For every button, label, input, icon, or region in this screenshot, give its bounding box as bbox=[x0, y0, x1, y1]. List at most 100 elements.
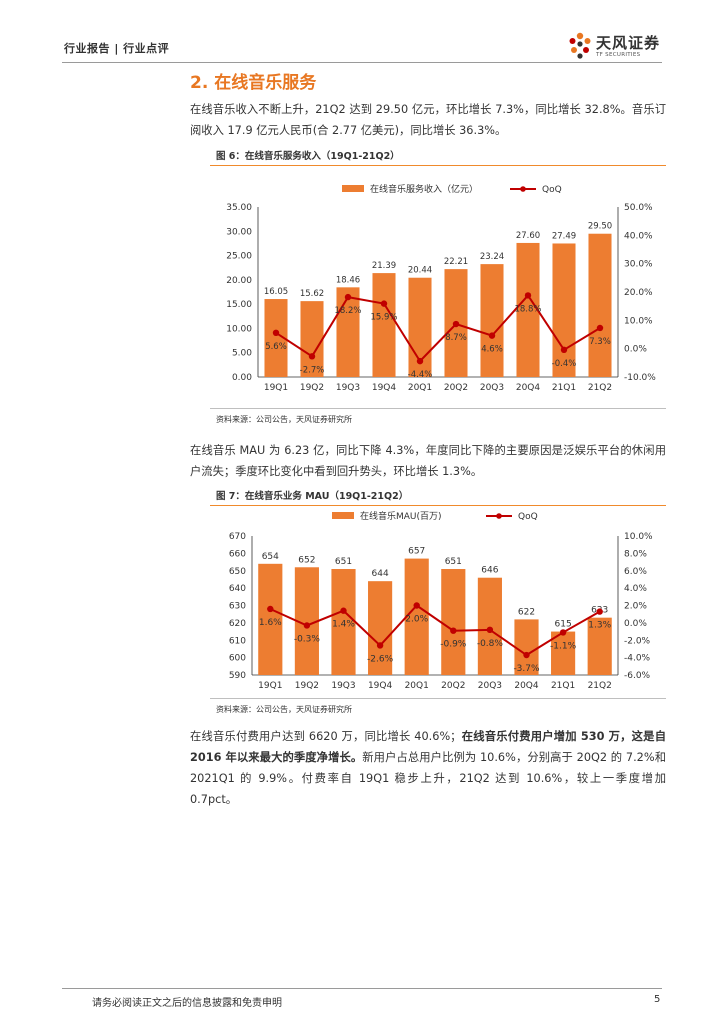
fig7-category-label: 21Q1 bbox=[551, 681, 575, 691]
footer-disclaimer: 请务必阅读正文之后的信息披露和免责申明 bbox=[92, 998, 282, 1009]
header-divider bbox=[62, 62, 662, 63]
figure7-bottom-rule bbox=[210, 698, 666, 699]
fig6-legend-line-label: QoQ bbox=[542, 185, 562, 195]
fig7-category-label: 20Q2 bbox=[441, 681, 465, 691]
fig7-left-tick: 650 bbox=[229, 567, 246, 577]
fig7-left-tick: 610 bbox=[229, 636, 246, 646]
fig6-left-tick: 10.00 bbox=[226, 324, 252, 334]
section-title: 2. 在线音乐服务 bbox=[190, 73, 317, 93]
fig7-bar bbox=[477, 577, 502, 675]
fig6-qoq-point bbox=[416, 357, 424, 365]
fig6-qoq-point bbox=[560, 346, 568, 353]
fig6-left-tick: 35.00 bbox=[226, 203, 252, 213]
paragraph-paid-users-highlight: 在线音乐付费用户增加 530 万，这是自 2016 年以来最大的季度净增长。 bbox=[190, 730, 666, 764]
fig7-qoq-label: 1.6% bbox=[259, 618, 282, 628]
fig6-bar-label: 15.62 bbox=[300, 289, 324, 299]
fig7-qoq-label: -0.8% bbox=[477, 639, 504, 649]
fig6-qoq-label: 15.9% bbox=[370, 313, 397, 323]
fig7-bar bbox=[551, 631, 576, 675]
fig7-qoq-point bbox=[413, 602, 420, 609]
fig7-bar bbox=[331, 569, 356, 675]
fig7-qoq-label: 1.4% bbox=[332, 620, 355, 630]
fig7-right-tick: 6.0% bbox=[624, 567, 647, 577]
fig7-bar-label: 644 bbox=[372, 569, 389, 579]
fig7-qoq-point bbox=[523, 651, 530, 659]
fig7-qoq-label: -3.7% bbox=[513, 664, 540, 674]
fig7-qoq-point bbox=[340, 607, 347, 614]
fig6-bar bbox=[372, 273, 396, 377]
fig6-right-tick: 10.0% bbox=[624, 316, 653, 326]
fig6-qoq-label: -2.7% bbox=[300, 365, 325, 375]
fig6-bar bbox=[552, 243, 576, 377]
fig7-bar-label: 622 bbox=[518, 607, 535, 617]
fig7-qoq-line bbox=[269, 604, 601, 657]
fig7-legend-bar-label: 在线音乐MAU(百万) bbox=[360, 510, 442, 522]
fig6-bar bbox=[264, 299, 288, 377]
fig7-qoq-label: -2.6% bbox=[367, 654, 394, 664]
fig7-qoq-point bbox=[486, 626, 494, 634]
fig7-qoq-label: 2.0% bbox=[405, 615, 428, 625]
fig7-category-label: 19Q4 bbox=[368, 681, 393, 691]
fig7-category-label: 19Q1 bbox=[258, 681, 282, 691]
fig6-left-tick: 20.00 bbox=[226, 276, 252, 286]
paragraph-paid-users: 在线音乐付费用户达到 6620 万，同比增长 40.6%；在线音乐付费用户增加 … bbox=[190, 726, 666, 810]
fig6-qoq-label: -4.4% bbox=[408, 370, 433, 380]
logo-english-name: TF SECURITIES bbox=[596, 52, 641, 58]
fig6-left-tick: 25.00 bbox=[226, 252, 252, 262]
fig6-bar-label: 27.60 bbox=[516, 231, 540, 241]
fig7-qoq-point bbox=[450, 627, 457, 634]
fig7-category-label: 20Q3 bbox=[478, 681, 502, 691]
fig6-bar bbox=[300, 301, 324, 377]
paragraph-revenue: 在线音乐收入不断上升，21Q2 达到 29.50 亿元，环比增长 7.3%，同比… bbox=[190, 103, 666, 137]
fig6-qoq-label: 7.3% bbox=[589, 337, 611, 347]
figure6-bottom-rule bbox=[210, 408, 666, 409]
fig6-left-tick: 5.00 bbox=[232, 349, 252, 359]
fig7-bar-label: 651 bbox=[335, 557, 352, 567]
fig7-legend-line-label: QoQ bbox=[518, 512, 538, 522]
fig7-category-label: 20Q1 bbox=[405, 681, 429, 691]
fig7-qoq-label: -0.3% bbox=[294, 634, 321, 644]
fig7-qoq-label: -0.9% bbox=[440, 640, 467, 650]
fig6-bar bbox=[480, 264, 504, 377]
flower-logo-icon bbox=[569, 32, 591, 59]
fig6-legend-bar-swatch bbox=[342, 185, 364, 192]
fig6-qoq-point bbox=[344, 293, 352, 301]
fig7-right-tick: 4.0% bbox=[624, 584, 647, 594]
paragraph-mau: 在线音乐 MAU 为 6.23 亿，同比下降 4.3%，年度同比下降的主要原因是… bbox=[190, 444, 666, 478]
fig7-qoq-point bbox=[559, 629, 567, 636]
fig6-category-label: 20Q2 bbox=[444, 383, 468, 393]
fig6-legend-line-marker bbox=[520, 186, 526, 192]
fig6-qoq-label: 18.2% bbox=[334, 306, 361, 316]
figure7-chart: 在线音乐MAU(百万) QoQ 590 600 610 620 630 640 650 660 67… bbox=[229, 510, 653, 691]
fig7-category-label: 19Q2 bbox=[295, 681, 319, 691]
fig7-left-tick: 640 bbox=[229, 584, 246, 594]
fig6-bar-label: 18.46 bbox=[336, 275, 360, 285]
fig6-qoq-label: 5.6% bbox=[265, 342, 287, 352]
fig7-left-tick: 660 bbox=[229, 549, 246, 559]
fig7-left-tick: 620 bbox=[229, 619, 246, 629]
fig6-left-tick: 0.00 bbox=[232, 373, 252, 383]
fig6-right-tick: 30.0% bbox=[624, 260, 653, 270]
fig6-qoq-label: 18.8% bbox=[514, 304, 541, 314]
fig7-legend-line-marker bbox=[496, 513, 502, 519]
report-category: 行业报告 | 行业点评 bbox=[64, 42, 170, 55]
fig6-qoq-point bbox=[452, 320, 460, 328]
fig6-category-label: 20Q1 bbox=[408, 383, 432, 393]
fig7-category-label: 21Q2 bbox=[588, 681, 612, 691]
fig6-qoq-point bbox=[488, 332, 496, 339]
fig7-qoq-label: 1.3% bbox=[588, 621, 611, 631]
fig7-bar-label: 654 bbox=[262, 552, 279, 562]
fig6-bar-label: 20.44 bbox=[408, 266, 432, 276]
fig6-bar-label: 29.50 bbox=[588, 222, 612, 232]
fig6-right-tick: 0.0% bbox=[624, 345, 647, 355]
fig7-qoq-label: -1.1% bbox=[550, 641, 577, 651]
fig6-bar bbox=[588, 233, 612, 377]
footer-divider bbox=[62, 988, 662, 989]
figure7-caption: 图 7：在线音乐业务 MAU（19Q1-21Q2） bbox=[216, 491, 409, 502]
fig7-right-tick: 0.0% bbox=[624, 619, 647, 629]
fig7-bar bbox=[258, 563, 283, 675]
fig6-category-label: 19Q1 bbox=[264, 383, 288, 393]
paragraph-paid-users-part1: 在线音乐付费用户达到 6620 万，同比增长 40.6%； bbox=[190, 730, 462, 743]
fig6-bar-label: 21.39 bbox=[372, 261, 396, 271]
fig6-left-tick: 15.00 bbox=[226, 300, 252, 310]
